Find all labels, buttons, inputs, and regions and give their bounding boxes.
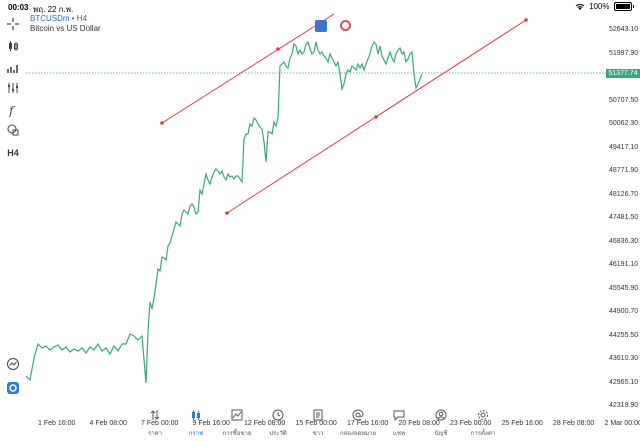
y-axis-label: 46191.10 [609,261,639,268]
status-right: 100% [575,2,634,11]
y-axis-label: 48771.90 [609,167,639,174]
y-axis-label: 44255.50 [609,331,639,339]
battery-icon [613,2,632,11]
x-axis-label: 2 Mar 00:00 [604,420,640,427]
trendline-lower-point-1 [225,211,229,215]
nav-label: ข่าว [312,431,324,437]
indicators-settings-icon[interactable] [5,80,21,96]
chat-icon [393,408,405,426]
x-axis-label: 4 Feb 08:00 [89,420,127,427]
y-axis-label: 49417.10 [609,143,639,151]
quotes-icon [149,408,161,426]
y-axis-label: 51997.90 [609,49,639,57]
battery-percent: 100% [589,2,610,11]
y-axis-label: 42965.10 [609,378,639,386]
x-axis-label: 7 Feb 00:00 [141,420,179,427]
y-axis-label: 50707.50 [609,96,639,104]
trendline-upper-point-2 [276,47,280,51]
svg-text:f: f [8,104,16,117]
account-icon [435,408,447,426]
trendline-upper-point-1 [160,121,164,125]
volume-bars-icon[interactable] [5,60,21,76]
function-icon[interactable]: f [5,102,21,118]
left-toolbar: f H4 [0,14,26,404]
nav-label: การซื้อขาย [222,431,252,437]
x-axis-label: 12 Feb 08:00 [244,420,286,427]
timeframe-button[interactable]: H4 [7,148,19,158]
candlestick-type-icon[interactable] [5,38,21,54]
shapes-icon[interactable] [5,122,21,138]
trendline-lower-point-3 [524,18,528,22]
x-axis-label: 15 Feb 00:00 [295,420,337,427]
bottom-navigation: ราคา กราฟ การซื้อขาย ประวัติ ข่าว กล่องจดหมาย… [0,409,640,447]
x-axis-label: 9 Feb 16:00 [192,420,230,427]
history-icon [272,408,284,426]
crosshair-icon[interactable] [5,16,21,32]
price-line [26,40,423,384]
nav-chart[interactable]: กราฟ [176,408,216,438]
y-axis-label: 42319.90 [609,402,639,409]
current-price-tag: 51377.74 [606,69,640,78]
trendline-lower-point-2 [374,115,378,119]
settings-icon [477,408,489,426]
nav-label: แชท [393,431,405,437]
y-axis-label: 45545.90 [609,284,639,292]
x-axis-label: 17 Feb 16:00 [347,420,389,427]
nav-chat[interactable]: แชท [379,408,419,438]
y-axis-label: 47481.50 [609,214,639,221]
x-axis: 1 Feb 16:00 4 Feb 08:00 7 Feb 00:00 9 Feb 1… [26,420,640,430]
mailbox-icon [352,408,364,426]
status-bar: 00:03 พฤ. 22 ก.พ. 100% [0,0,640,14]
symbol-title: BTCUSDm • H4 [30,14,88,23]
nav-settings[interactable]: การตั้งค่า [463,408,503,438]
trendline-upper [161,14,335,124]
x-axis-label: 1 Feb 16:00 [38,420,76,427]
nav-account[interactable]: บัญชี [421,408,461,438]
nav-label: ราคา [148,431,162,437]
nav-label: การตั้งค่า [470,431,496,437]
nav-quotes[interactable]: ราคา [135,408,175,438]
y-axis-label: 52643.10 [609,26,639,33]
nav-label: กล่องจดหมาย [339,431,377,437]
price-chart[interactable] [26,14,606,404]
nav-history[interactable]: ประวัติ [258,408,298,438]
x-axis-label: 25 Feb 16:00 [501,420,543,427]
y-axis-label: 44900.70 [609,308,639,315]
status-date: พฤ. 22 ก.พ. [33,5,74,14]
status-time: 00:03 [8,3,29,12]
wifi-icon [575,3,585,10]
nav-label: บัญชี [434,431,448,437]
one-click-sell-button[interactable] [340,20,351,31]
symbol-subtitle: Bitcoin vs US Dollar [30,24,101,33]
nav-mailbox[interactable]: กล่องจดหมาย [338,408,378,438]
y-axis-label: 50062.30 [609,120,639,127]
trade-icon [231,408,243,426]
trade-signal-icon[interactable] [5,380,21,396]
x-axis-label: 20 Feb 08:00 [398,420,440,427]
x-axis-label: 28 Feb 08:00 [553,420,595,427]
nav-label: กราฟ [188,431,204,437]
trend-analysis-icon[interactable] [5,356,21,372]
chart-icon [190,408,202,426]
y-axis-label: 48126.70 [609,190,639,198]
y-axis-label: 46836.30 [609,237,639,245]
news-icon [312,408,324,426]
y-axis-label: 43610.30 [609,355,639,362]
x-axis-label: 23 Feb 00:00 [450,420,492,427]
nav-news[interactable]: ข่าว [298,408,338,438]
nav-label: ประวัติ [269,431,287,437]
nav-trade[interactable]: การซื้อขาย [217,408,257,438]
